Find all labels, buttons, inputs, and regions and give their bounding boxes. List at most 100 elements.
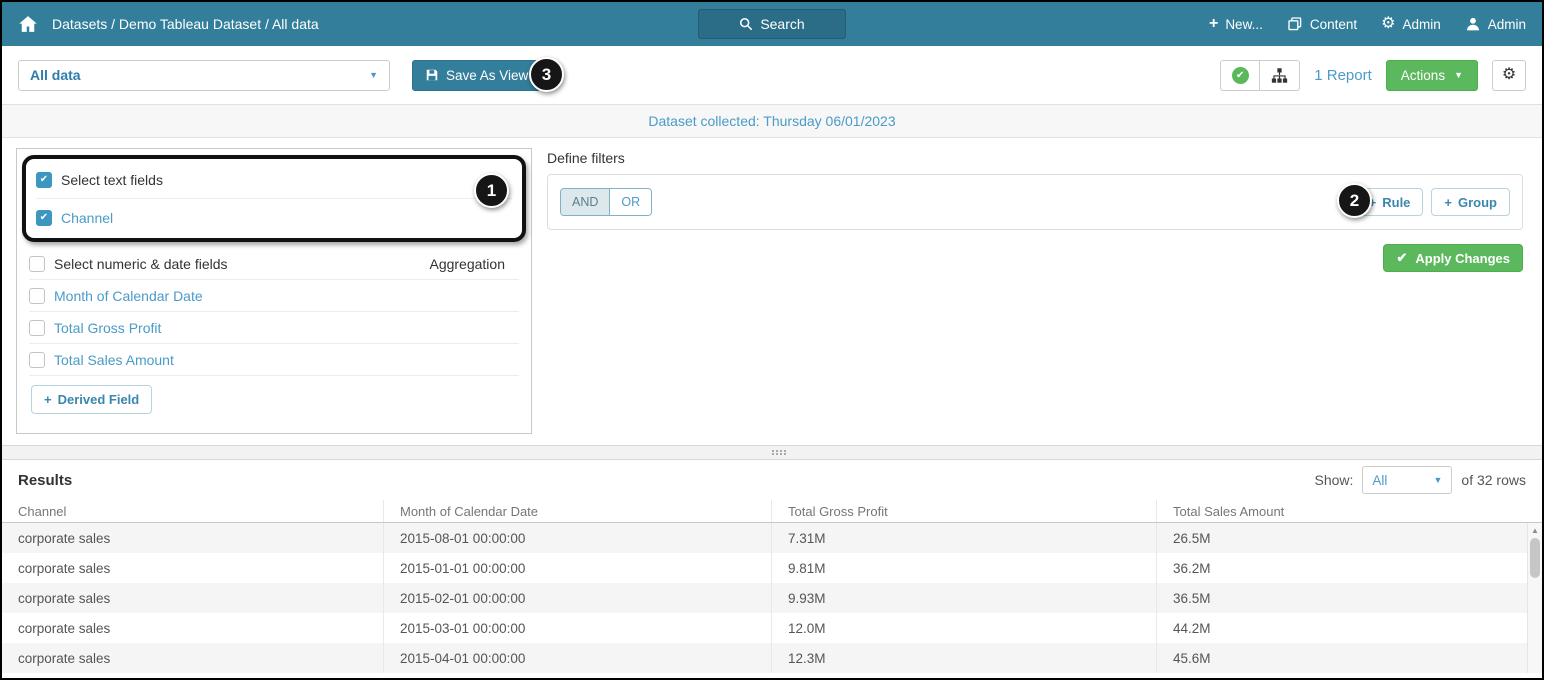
divider — [29, 311, 519, 312]
define-filters-title: Define filters — [547, 150, 625, 166]
month-of-calendar-date-checkbox[interactable] — [29, 287, 45, 304]
text-fields-header-row: ✔ Select text fields — [36, 161, 512, 198]
filter-buttons: + Rule + Group — [1355, 188, 1510, 216]
table-scrollbar[interactable]: ▲ — [1527, 523, 1542, 673]
nav-user[interactable]: Admin — [1465, 16, 1526, 32]
nav-new-label: New... — [1225, 16, 1263, 32]
total-gross-profit-checkbox[interactable] — [29, 319, 45, 336]
top-nav: + New... Content ⚙ Admin Admin — [1209, 16, 1526, 32]
nav-content-label: Content — [1309, 16, 1358, 32]
month-of-calendar-date-link[interactable]: Month of Calendar Date — [54, 287, 203, 304]
total-sales-amount-link[interactable]: Total Sales Amount — [54, 351, 174, 368]
numeric-field-row: Total Gross Profit — [29, 312, 519, 343]
numeric-fields-section: Select numeric & date fields Aggregation… — [17, 242, 531, 414]
total-sales-amount-checkbox[interactable] — [29, 351, 45, 368]
or-toggle[interactable]: OR — [610, 189, 652, 215]
cell-sales-amount: 36.5M — [1173, 590, 1211, 606]
view-selector[interactable]: All data ▼ — [18, 59, 390, 91]
cell-gross-profit: 7.31M — [772, 523, 1157, 553]
report-count-link[interactable]: 1 Report — [1314, 66, 1372, 84]
dataset-collected-band: Dataset collected: Thursday 06/01/2023 — [2, 104, 1542, 138]
derived-field-label: Derived Field — [57, 392, 140, 407]
cell-month: 2015-02-01 00:00:00 — [384, 583, 772, 613]
apply-changes-label: Apply Changes — [1415, 250, 1510, 266]
column-header-gross-profit: Total Gross Profit — [772, 500, 1157, 522]
cell-channel: corporate sales — [2, 583, 384, 613]
numeric-field-row: Total Sales Amount — [29, 344, 519, 375]
results-title: Results — [18, 471, 73, 489]
aggregation-column-label: Aggregation — [429, 255, 505, 272]
table-row: corporate sales 2015-01-01 00:00:00 9.81… — [2, 553, 1542, 583]
nav-new[interactable]: + New... — [1209, 16, 1263, 32]
total-gross-profit-link[interactable]: Total Gross Profit — [54, 319, 162, 336]
cell-gross-profit: 9.81M — [772, 553, 1157, 583]
validation-status-button[interactable]: ✔ — [1220, 59, 1261, 91]
home-icon[interactable] — [18, 14, 38, 34]
cell-channel: corporate sales — [2, 523, 384, 553]
breadcrumb[interactable]: Datasets / Demo Tableau Dataset / All da… — [52, 16, 319, 32]
select-text-fields-checkbox[interactable]: ✔ — [36, 171, 52, 188]
search-label: Search — [760, 16, 805, 32]
channel-field-link[interactable]: Channel — [61, 209, 114, 226]
cell-sales-amount: 45.6M — [1173, 650, 1211, 666]
chevron-down-icon: ▼ — [1454, 69, 1463, 80]
drag-grip-icon — [772, 450, 774, 452]
cell-gross-profit: 12.0M — [772, 613, 1157, 643]
gear-icon: ⚙ — [1381, 15, 1396, 32]
sitemap-icon — [1271, 67, 1288, 84]
numeric-fields-header-label: Select numeric & date fields — [54, 255, 228, 272]
dataset-toolbar: All data ▼ Save As View 3 ✔ 1 Report Act… — [2, 46, 1542, 104]
plus-icon: + — [44, 392, 52, 407]
cell-sales-amount: 36.2M — [1173, 560, 1211, 576]
annotation-badge-3: 3 — [529, 57, 564, 92]
and-or-toggle: AND OR — [560, 188, 653, 216]
nav-admin[interactable]: ⚙ Admin — [1381, 16, 1441, 32]
check-icon: ✔ — [39, 212, 49, 223]
cell-month: 2015-01-01 00:00:00 — [384, 553, 772, 583]
chevron-down-icon: ▼ — [369, 69, 378, 80]
save-as-view-label: Save As View — [446, 67, 529, 83]
show-rows-select[interactable]: All ▼ — [1362, 466, 1453, 494]
select-numeric-fields-checkbox[interactable] — [29, 255, 45, 272]
nav-content[interactable]: Content — [1287, 16, 1357, 32]
channel-checkbox[interactable]: ✔ — [36, 209, 52, 226]
cell-gross-profit: 9.93M — [772, 583, 1157, 613]
table-row: corporate sales 2015-03-01 00:00:00 12.0… — [2, 613, 1542, 643]
table-header-row: Channel Month of Calendar Date Total Gro… — [2, 500, 1542, 523]
show-rows-value: All — [1372, 472, 1388, 488]
view-selector-value: All data — [30, 67, 81, 83]
derived-field-button[interactable]: + Derived Field — [31, 385, 153, 414]
search-icon — [739, 17, 753, 31]
check-icon: ✔ — [39, 174, 49, 185]
toolbar-right: ✔ 1 Report Actions ▼ ⚙ — [1220, 59, 1526, 91]
results-table: Channel Month of Calendar Date Total Gro… — [2, 500, 1542, 673]
numeric-fields-header-row: Select numeric & date fields Aggregation — [29, 248, 519, 279]
column-header-sales-amount: Total Sales Amount — [1173, 503, 1285, 519]
table-row: corporate sales 2015-08-01 00:00:00 7.31… — [2, 523, 1542, 553]
save-as-view-button[interactable]: Save As View — [412, 59, 542, 91]
fields-panel: ✔ Select text fields ✔ Channel 1 Select … — [16, 148, 532, 434]
dataset-collected-text: Dataset collected: Thursday 06/01/2023 — [648, 113, 896, 129]
plus-icon: + — [1368, 194, 1377, 210]
actions-button[interactable]: Actions ▼ — [1385, 59, 1478, 91]
apply-changes-button[interactable]: ✔ Apply Changes — [1383, 244, 1523, 272]
add-group-button[interactable]: + Group — [1431, 188, 1510, 216]
cell-channel: corporate sales — [2, 553, 384, 583]
search-button[interactable]: Search — [698, 9, 846, 39]
panel-resize-splitter[interactable] — [2, 445, 1542, 460]
divider — [36, 198, 512, 199]
annotation-badge-1: 1 — [474, 173, 509, 208]
plus-icon: + — [1444, 194, 1452, 210]
text-fields-header-label: Select text fields — [61, 171, 163, 188]
cell-sales-amount: 26.5M — [1173, 530, 1211, 546]
status-button-group: ✔ — [1220, 59, 1301, 91]
settings-button[interactable]: ⚙ — [1492, 59, 1526, 91]
text-fields-annotation-box: ✔ Select text fields ✔ Channel 1 — [22, 155, 526, 242]
filters-section: Define filters AND OR 2 + Rule + Group ✔ — [547, 150, 1523, 272]
and-toggle[interactable]: AND — [561, 189, 611, 215]
cell-channel: corporate sales — [2, 643, 384, 673]
lineage-button[interactable] — [1260, 59, 1301, 91]
scrollbar-thumb[interactable] — [1530, 538, 1540, 578]
cell-month: 2015-04-01 00:00:00 — [384, 643, 772, 673]
results-section: Results Show: All ▼ of 32 rows Channel M… — [2, 460, 1542, 673]
